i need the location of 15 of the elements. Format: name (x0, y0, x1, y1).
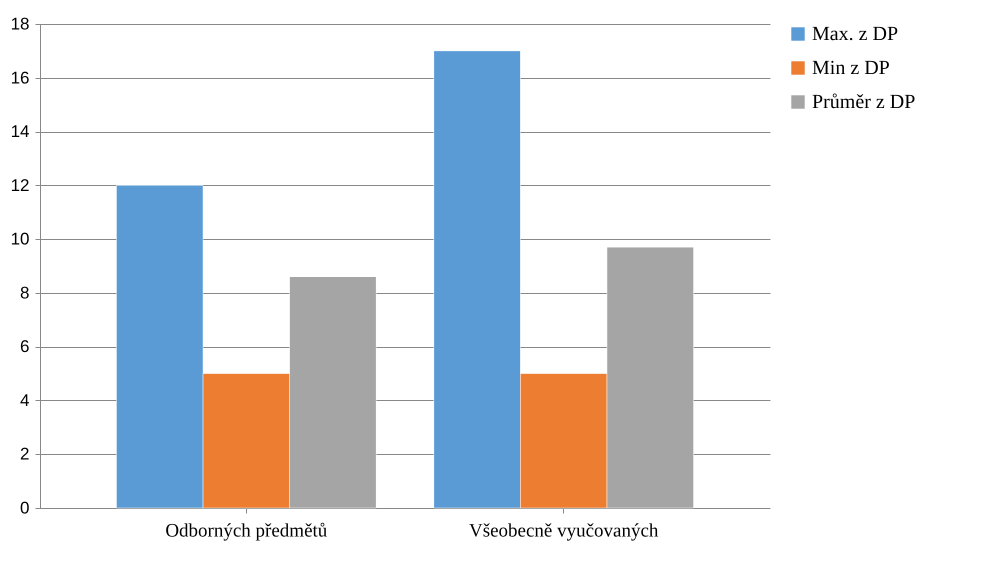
legend-label: Min z DP (812, 57, 890, 79)
y-tick-label: 4 (20, 390, 30, 410)
y-tick-label: 10 (10, 230, 30, 249)
y-tick-label: 0 (20, 498, 30, 518)
x-tick-label: Všeobecně vyučovaných (468, 520, 659, 542)
legend-label: Průměr z DP (812, 91, 916, 113)
y-tick-label: 12 (10, 176, 30, 195)
legend-label: Max. z DP (812, 23, 898, 45)
y-tick-label: 14 (10, 122, 30, 142)
x-tick-label: Odborných předmětů (165, 520, 328, 542)
y-tick-label: 8 (20, 283, 30, 302)
y-tick-label: 18 (10, 14, 30, 34)
y-tick-label: 2 (20, 444, 30, 464)
y-tick-label: 6 (20, 337, 30, 356)
y-tick-label: 16 (10, 68, 30, 88)
